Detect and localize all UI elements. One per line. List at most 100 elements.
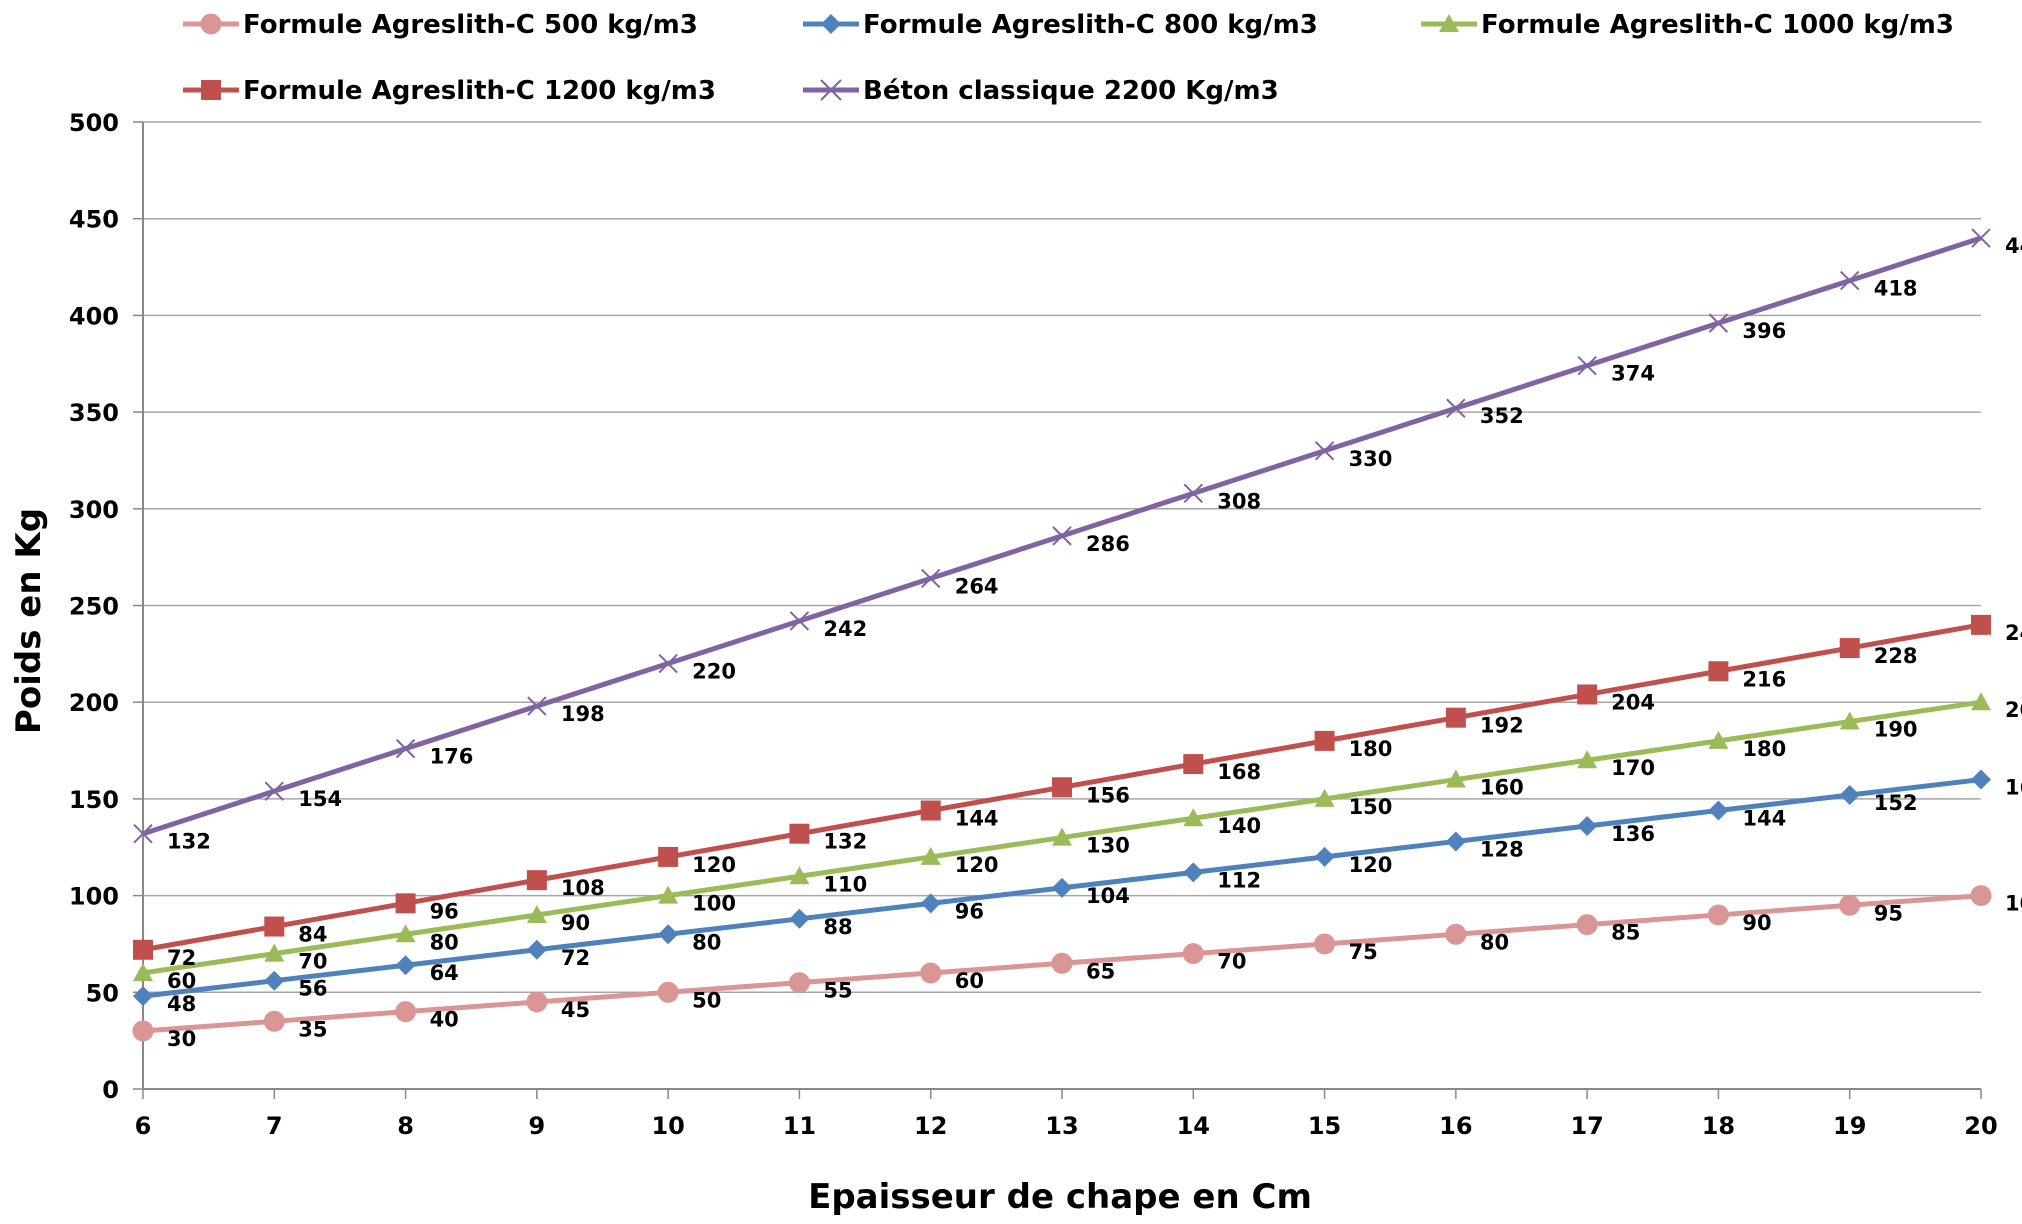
data-point xyxy=(395,955,416,976)
legend: Formule Agreslith-C 500 kg/m3 Formule Agr… xyxy=(183,10,1954,106)
x-tick-label: 10 xyxy=(651,1112,684,1140)
data-point xyxy=(1314,788,1335,807)
data-label: 308 xyxy=(1217,489,1261,513)
data-label: 84 xyxy=(298,923,327,947)
x-tick-label: 8 xyxy=(397,1112,414,1140)
data-point xyxy=(920,893,941,914)
x-tick-label: 15 xyxy=(1308,1112,1341,1140)
x-tick-label: 9 xyxy=(529,1112,546,1140)
data-point xyxy=(264,943,285,962)
data-point xyxy=(657,981,679,1003)
y-tick-label: 200 xyxy=(69,689,119,717)
data-label: 176 xyxy=(430,745,474,769)
legend-item: Formule Agreslith-C 1000 kg/m3 xyxy=(1421,10,1954,40)
data-label: 96 xyxy=(430,899,459,923)
legend-marker xyxy=(820,79,842,101)
data-label: 104 xyxy=(1086,884,1130,908)
legend-marker xyxy=(821,14,841,34)
data-point xyxy=(1971,769,1991,790)
data-label: 70 xyxy=(298,950,327,974)
data-label: 264 xyxy=(955,574,999,598)
data-point xyxy=(1183,862,1204,883)
data-label: 440 xyxy=(2005,234,2022,258)
data-label: 108 xyxy=(561,876,605,900)
data-point xyxy=(263,1010,285,1032)
data-label: 120 xyxy=(955,853,999,877)
data-point xyxy=(1577,750,1598,769)
x-tick-label: 6 xyxy=(135,1112,152,1140)
legend-label: Formule Agreslith-C 1200 kg/m3 xyxy=(243,76,716,106)
data-point xyxy=(1970,885,1992,907)
data-point xyxy=(1839,711,1860,730)
data-point xyxy=(1052,877,1072,898)
data-point xyxy=(1446,398,1466,418)
data-point xyxy=(1839,785,1860,806)
data-point xyxy=(1183,483,1203,504)
data-label: 95 xyxy=(1874,901,1903,925)
data-label: 112 xyxy=(1217,868,1261,892)
legend-label: Formule Agreslith-C 1000 kg/m3 xyxy=(1481,10,1954,40)
data-point xyxy=(1708,313,1729,333)
data-point xyxy=(133,939,153,960)
data-point xyxy=(921,568,941,589)
data-label: 45 xyxy=(561,998,590,1022)
y-tick-label: 150 xyxy=(69,786,119,814)
data-label: 120 xyxy=(1349,853,1393,877)
data-point xyxy=(1314,846,1335,867)
data-point xyxy=(1971,228,1991,248)
data-point xyxy=(1971,692,1991,711)
data-label: 374 xyxy=(1611,362,1655,386)
x-tick-label: 18 xyxy=(1702,1112,1735,1140)
data-label: 418 xyxy=(1874,277,1918,301)
data-point xyxy=(1051,952,1073,974)
data-label: 168 xyxy=(1217,760,1261,784)
data-labels: 30 35 40 45 50 55 60 65 70 75 80 85 90 95 100 48 56 64 72 8… xyxy=(167,234,2022,1051)
data-label: 120 xyxy=(692,853,736,877)
data-point xyxy=(1314,441,1335,461)
data-point xyxy=(1445,707,1466,728)
data-point xyxy=(1183,808,1204,827)
gridlines xyxy=(143,121,1981,994)
data-label: 228 xyxy=(1874,644,1918,668)
data-label: 144 xyxy=(955,807,999,831)
data-point xyxy=(1577,684,1598,705)
data-label: 192 xyxy=(1480,714,1524,738)
data-point xyxy=(1183,754,1204,775)
data-label: 396 xyxy=(1742,319,1786,343)
data-label: 154 xyxy=(298,787,342,811)
data-point xyxy=(1182,943,1204,965)
data-label: 60 xyxy=(955,969,984,993)
data-point xyxy=(1445,769,1466,788)
legend-item: Formule Agreslith-C 800 kg/m3 xyxy=(803,10,1318,40)
data-point xyxy=(789,823,810,844)
data-point xyxy=(789,908,810,929)
data-label: 216 xyxy=(1742,667,1786,691)
data-point xyxy=(658,653,678,674)
data-point xyxy=(658,846,679,867)
data-label: 60 xyxy=(167,969,196,993)
data-point xyxy=(1577,355,1597,376)
data-point xyxy=(1839,894,1861,916)
x-tick-label: 20 xyxy=(1964,1112,1997,1140)
y-tick-label: 50 xyxy=(86,979,119,1007)
data-label: 80 xyxy=(1480,930,1509,954)
x-tick-label: 11 xyxy=(783,1112,816,1140)
legend-marker xyxy=(200,13,222,35)
data-point xyxy=(133,962,153,981)
data-point xyxy=(1708,730,1729,749)
data-point xyxy=(920,846,941,865)
legend-label: Formule Agreslith-C 500 kg/m3 xyxy=(243,10,698,40)
data-label: 330 xyxy=(1349,447,1393,471)
data-label: 160 xyxy=(1480,776,1524,800)
data-label: 128 xyxy=(1480,837,1524,861)
data-label: 55 xyxy=(823,979,852,1003)
x-axis-title: Epaisseur de chape en Cm xyxy=(808,1177,1312,1217)
data-label: 65 xyxy=(1086,959,1115,983)
x-tick-label: 19 xyxy=(1833,1112,1866,1140)
data-label: 170 xyxy=(1611,756,1655,780)
x-tick-label: 7 xyxy=(266,1112,283,1140)
data-label: 100 xyxy=(2005,892,2022,916)
data-point xyxy=(264,916,285,937)
data-label: 150 xyxy=(1349,795,1393,819)
